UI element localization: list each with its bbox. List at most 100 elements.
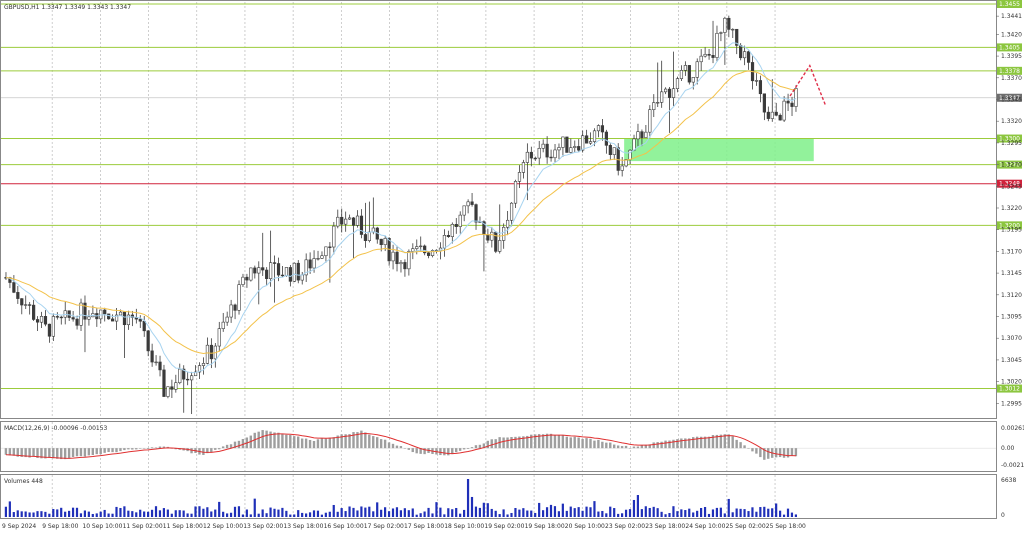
candle-body [253,267,257,274]
macd-bar [229,444,233,449]
candle-body [403,262,407,270]
macd-bar [577,437,580,449]
candle-body [446,235,450,237]
candle-body [632,138,636,151]
volume-bar [395,507,399,517]
candle-body [351,217,356,226]
volume-bar [68,510,71,517]
volume-bar [131,511,134,517]
candle-body [588,141,593,144]
candle-body [367,231,371,241]
volume-bar [427,507,430,517]
candle-body [300,274,304,281]
volume-bar [277,509,280,517]
volume-bar [553,506,557,517]
candle-body [462,205,466,216]
volume-bar [790,512,794,517]
volume-bar [605,513,608,517]
candle-body [640,131,644,138]
volume-bar [431,513,434,517]
volume-bar [522,508,525,517]
volume-bar [273,508,276,517]
candle-body [348,217,352,220]
volume-pane[interactable] [0,474,997,519]
volume-bar [344,511,347,517]
volume-bar [103,509,106,517]
volume-bar [573,508,576,517]
macd-bar [40,448,43,459]
macd-bar [87,448,91,456]
candle-body [703,53,707,57]
macd-bar [589,438,592,449]
candle-body [20,298,24,306]
macd-bar [684,438,687,449]
macd-series [1,430,996,460]
candle-body [596,125,601,132]
volume-bar [715,507,718,517]
candle-body [111,318,115,322]
macd-bar [553,435,557,449]
price-pane[interactable] [0,0,997,419]
volume-bar [609,506,612,517]
current-price-label: 1.3347 [999,95,1020,102]
volume-bar [285,510,288,517]
macd-bar [348,434,351,449]
candle-body [12,282,16,293]
volume-bar [56,509,59,517]
macd-bar [44,448,47,459]
volume-bar [696,510,699,517]
macd-bar [364,432,367,449]
candle-body [557,147,561,151]
macd-bar [605,442,608,449]
macd-bar [202,448,205,455]
candle-body [103,309,107,315]
volume-bar [16,510,19,517]
macd-bar [95,448,98,455]
candle-body [723,17,727,33]
symbol-info: GBPUSD,H1 1.3347 1.3349 1.3343 1.3347 [4,4,131,11]
volume-bar [463,509,466,517]
volume-bar [190,513,193,517]
candle-body [620,165,624,171]
candle-body [683,65,687,71]
macd-bar [672,439,675,449]
volume-bar [356,510,359,517]
price-tick-label: 1.3320 [1001,118,1022,125]
candle-body [87,316,91,320]
candle-body [770,111,774,119]
volume-bar [759,507,762,517]
price-tick-label: 1.3170 [1001,248,1022,255]
macd-bar [403,448,407,449]
candle-body [67,310,71,318]
volume-bar [328,511,331,517]
candle-body [142,320,146,332]
macd-bar [790,448,794,456]
candle-body [170,386,174,390]
candle-body [126,314,131,326]
candle-body [320,255,324,259]
macd-bar [458,448,462,451]
level-tag-label: 1.3248 [999,181,1020,188]
candle-body [272,262,277,264]
candle-body [118,311,123,316]
macd-bar [150,447,154,449]
volume-bar [75,507,79,517]
volume-bar [518,509,521,517]
macd-bar [356,432,359,449]
candle-body [395,251,399,265]
macd-bar [320,438,324,449]
macd-bar [352,432,355,449]
macd-bar [786,448,790,458]
volume-bar [340,508,343,517]
macd-tick-label: -0.00215 [1001,462,1024,469]
price-tick-label: 1.3120 [1001,292,1022,299]
price-tick-label: 1.3295 [1001,140,1022,147]
volume-bar [60,507,63,517]
candle-body [675,78,680,90]
candle-body [138,318,142,322]
candle-body [454,224,458,227]
volume-bar [229,512,233,517]
volume-bar [680,509,683,517]
volume-bar [336,511,339,517]
